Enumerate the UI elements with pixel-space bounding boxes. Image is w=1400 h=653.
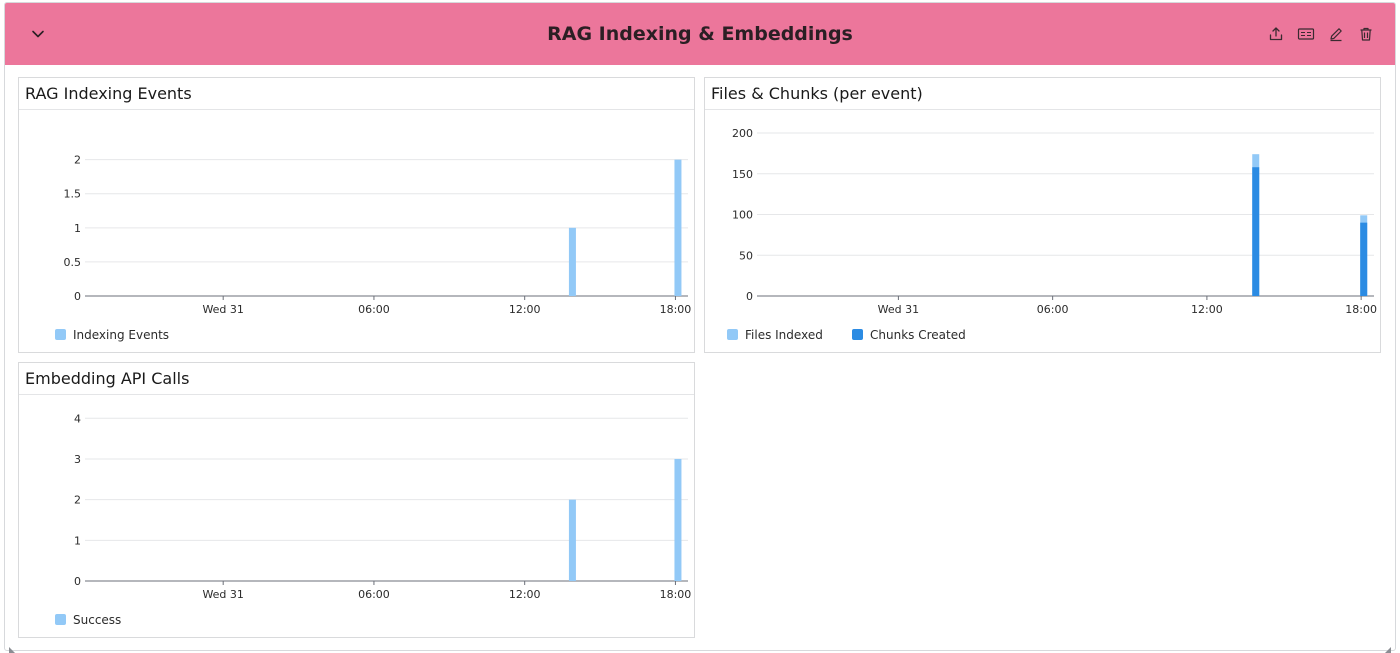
y-tick-label: 0 xyxy=(74,575,81,588)
bar xyxy=(568,227,576,296)
panel-header[interactable]: Files & Chunks (per event) xyxy=(705,78,1380,110)
x-tick-label: 18:00 xyxy=(660,588,692,601)
share-icon[interactable] xyxy=(1267,25,1285,43)
panel-rag-indexing-events[interactable]: RAG Indexing Events 0 0.5 1 1.5 2 Wed 31 06:00… xyxy=(18,77,695,353)
panel-files-chunks[interactable]: Files & Chunks (per event) 0 50 100 150 200 W… xyxy=(704,77,1381,353)
group-title: RAG Indexing & Embeddings xyxy=(547,23,853,45)
resize-handle-left-icon[interactable] xyxy=(9,640,17,653)
chart-rag-indexing-events: 0 0.5 1 1.5 2 Wed 31 06:00 12:00 18:00 Indexing E… xyxy=(55,154,692,342)
x-tick-label: Wed 31 xyxy=(878,303,919,316)
x-tick-label: 18:00 xyxy=(1345,303,1377,316)
y-tick-label: 1.5 xyxy=(64,188,82,201)
group-header: RAG Indexing & Embeddings xyxy=(5,3,1395,65)
x-tick-label: 12:00 xyxy=(1191,303,1223,316)
y-tick-label: 1 xyxy=(74,534,81,547)
legend-swatch xyxy=(727,329,738,340)
y-tick-label: 200 xyxy=(732,127,753,140)
bar xyxy=(1360,222,1368,296)
bar xyxy=(1252,167,1260,296)
y-tick-label: 50 xyxy=(739,249,753,262)
y-tick-label: 0.5 xyxy=(64,256,82,269)
legend-label: Success xyxy=(73,613,121,627)
legend-swatch xyxy=(55,614,66,625)
panel-embedding-api-calls[interactable]: Embedding API Calls 0 1 2 3 4 Wed 31 06:00 12:0… xyxy=(18,362,695,638)
panel-title: Files & Chunks (per event) xyxy=(711,84,923,103)
panel-title: Embedding API Calls xyxy=(25,369,190,388)
x-tick-label: 06:00 xyxy=(358,303,390,316)
toggle-icon[interactable] xyxy=(1297,25,1315,43)
legend-swatch xyxy=(852,329,863,340)
x-tick-label: 12:00 xyxy=(509,303,541,316)
y-tick-label: 0 xyxy=(74,290,81,303)
collapse-chevron-icon[interactable] xyxy=(27,23,49,45)
y-tick-label: 0 xyxy=(746,290,753,303)
resize-handle-right-icon[interactable] xyxy=(1383,640,1391,653)
legend-swatch xyxy=(55,329,66,340)
bar xyxy=(674,458,682,581)
y-tick-label: 4 xyxy=(74,412,81,425)
y-tick-label: 1 xyxy=(74,222,81,235)
panel-title: RAG Indexing Events xyxy=(25,84,192,103)
y-tick-label: 2 xyxy=(74,494,81,507)
group-actions xyxy=(1267,25,1375,43)
y-tick-label: 3 xyxy=(74,453,81,466)
legend-label: Files Indexed xyxy=(745,328,823,342)
x-tick-label: Wed 31 xyxy=(202,303,243,316)
x-tick-label: 12:00 xyxy=(509,588,541,601)
y-tick-label: 150 xyxy=(732,168,753,181)
x-tick-label: 06:00 xyxy=(1037,303,1069,316)
panel-header[interactable]: Embedding API Calls xyxy=(19,363,694,395)
legend-label: Indexing Events xyxy=(73,328,169,342)
x-tick-label: 18:00 xyxy=(660,303,692,316)
y-tick-label: 2 xyxy=(74,154,81,167)
chart-embedding-api-calls: 0 1 2 3 4 Wed 31 06:00 12:00 18:00 Success xyxy=(55,412,692,627)
bar xyxy=(674,159,682,296)
x-tick-label: 06:00 xyxy=(358,588,390,601)
x-tick-label: Wed 31 xyxy=(202,588,243,601)
panel-header[interactable]: RAG Indexing Events xyxy=(19,78,694,110)
y-tick-label: 100 xyxy=(732,209,753,222)
edit-icon[interactable] xyxy=(1327,25,1345,43)
chart-files-chunks: 0 50 100 150 200 Wed 31 06:00 12:00 18:00 Files I… xyxy=(727,127,1377,342)
delete-icon[interactable] xyxy=(1357,25,1375,43)
legend-label: Chunks Created xyxy=(870,328,966,342)
bar xyxy=(568,499,576,581)
